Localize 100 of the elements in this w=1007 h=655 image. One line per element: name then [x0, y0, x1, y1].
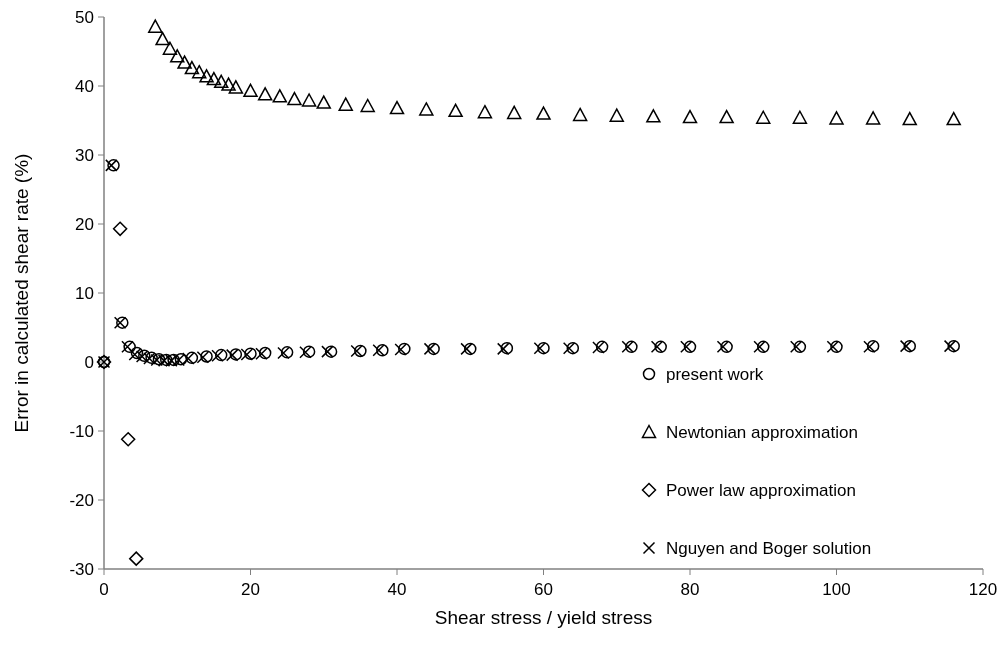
point	[354, 344, 367, 358]
point	[756, 110, 771, 124]
point	[863, 340, 876, 354]
point	[389, 100, 405, 115]
point	[287, 91, 302, 106]
point	[258, 346, 272, 360]
x-tick-label: 60	[534, 580, 553, 599]
point	[200, 350, 213, 363]
point	[650, 340, 664, 354]
point	[500, 341, 514, 355]
point	[184, 60, 200, 75]
point	[654, 340, 667, 354]
legend-label: Newtonian approximation	[666, 422, 858, 442]
point	[360, 98, 375, 113]
point	[947, 339, 960, 353]
point	[683, 340, 697, 354]
point	[830, 340, 843, 354]
point	[243, 83, 258, 98]
point	[537, 341, 550, 355]
point	[865, 111, 881, 125]
point	[225, 348, 239, 362]
point	[753, 340, 766, 354]
point	[170, 49, 185, 63]
point	[211, 349, 224, 363]
point	[302, 345, 316, 358]
y-tick-label: 50	[75, 7, 94, 27]
point	[120, 432, 136, 447]
legend-label: Nguyen and Boger solution	[666, 538, 872, 558]
x-axis-title: Shear stress / yield stress	[434, 607, 653, 628]
point	[533, 341, 547, 355]
point	[592, 341, 605, 354]
point	[372, 344, 385, 357]
y-tick-label: 20	[75, 214, 94, 234]
point	[792, 110, 808, 124]
point	[943, 339, 957, 353]
point	[244, 347, 257, 360]
point	[255, 347, 268, 360]
point	[793, 340, 807, 354]
point	[866, 339, 880, 353]
point	[829, 111, 844, 125]
point	[177, 55, 192, 69]
point	[321, 345, 334, 358]
point	[720, 340, 733, 354]
x-tick-label: 40	[387, 580, 407, 599]
point	[299, 346, 312, 359]
x-tick-label: 0	[99, 580, 109, 599]
point	[376, 344, 389, 357]
legend-label: Power law approximation	[666, 480, 856, 500]
point	[946, 111, 961, 126]
y-tick-label: -30	[69, 559, 94, 579]
point	[680, 340, 693, 354]
point	[398, 342, 411, 356]
point	[646, 109, 661, 123]
point	[228, 80, 244, 94]
point	[536, 106, 551, 120]
y-tick-label: -20	[69, 490, 94, 510]
point	[277, 346, 290, 360]
y-tick-label: 10	[75, 283, 94, 303]
legend-label: present work	[666, 364, 764, 384]
point	[350, 344, 363, 358]
point	[199, 69, 214, 83]
x-tick-label: 100	[822, 580, 851, 599]
point	[213, 74, 229, 89]
point	[899, 339, 913, 353]
point	[621, 340, 634, 354]
point	[562, 341, 576, 355]
point	[625, 340, 638, 354]
point	[196, 350, 210, 364]
point	[257, 87, 273, 101]
point	[757, 340, 770, 354]
point	[572, 107, 588, 122]
point	[464, 342, 477, 356]
point	[221, 77, 236, 91]
point	[716, 340, 730, 354]
y-axis-title: Error in calculated shear rate (%)	[11, 153, 32, 433]
point	[460, 342, 473, 356]
point	[427, 342, 440, 356]
point	[148, 19, 163, 33]
y-tick-label: -10	[69, 421, 94, 441]
point	[301, 93, 317, 107]
point	[719, 109, 734, 124]
point	[682, 109, 698, 124]
point	[477, 104, 493, 119]
point	[128, 551, 144, 566]
point	[448, 103, 463, 118]
point	[566, 341, 580, 355]
point	[272, 89, 288, 103]
point	[423, 342, 437, 356]
x-tick-label: 80	[680, 580, 700, 599]
point	[496, 342, 510, 356]
point	[419, 102, 434, 116]
point	[595, 340, 609, 354]
point	[162, 41, 178, 55]
point	[826, 340, 840, 354]
point	[112, 221, 128, 237]
point	[338, 97, 353, 111]
point	[229, 348, 243, 361]
y-tick-label: 30	[75, 145, 94, 165]
x-tick-label: 120	[968, 580, 998, 599]
point	[506, 105, 522, 120]
